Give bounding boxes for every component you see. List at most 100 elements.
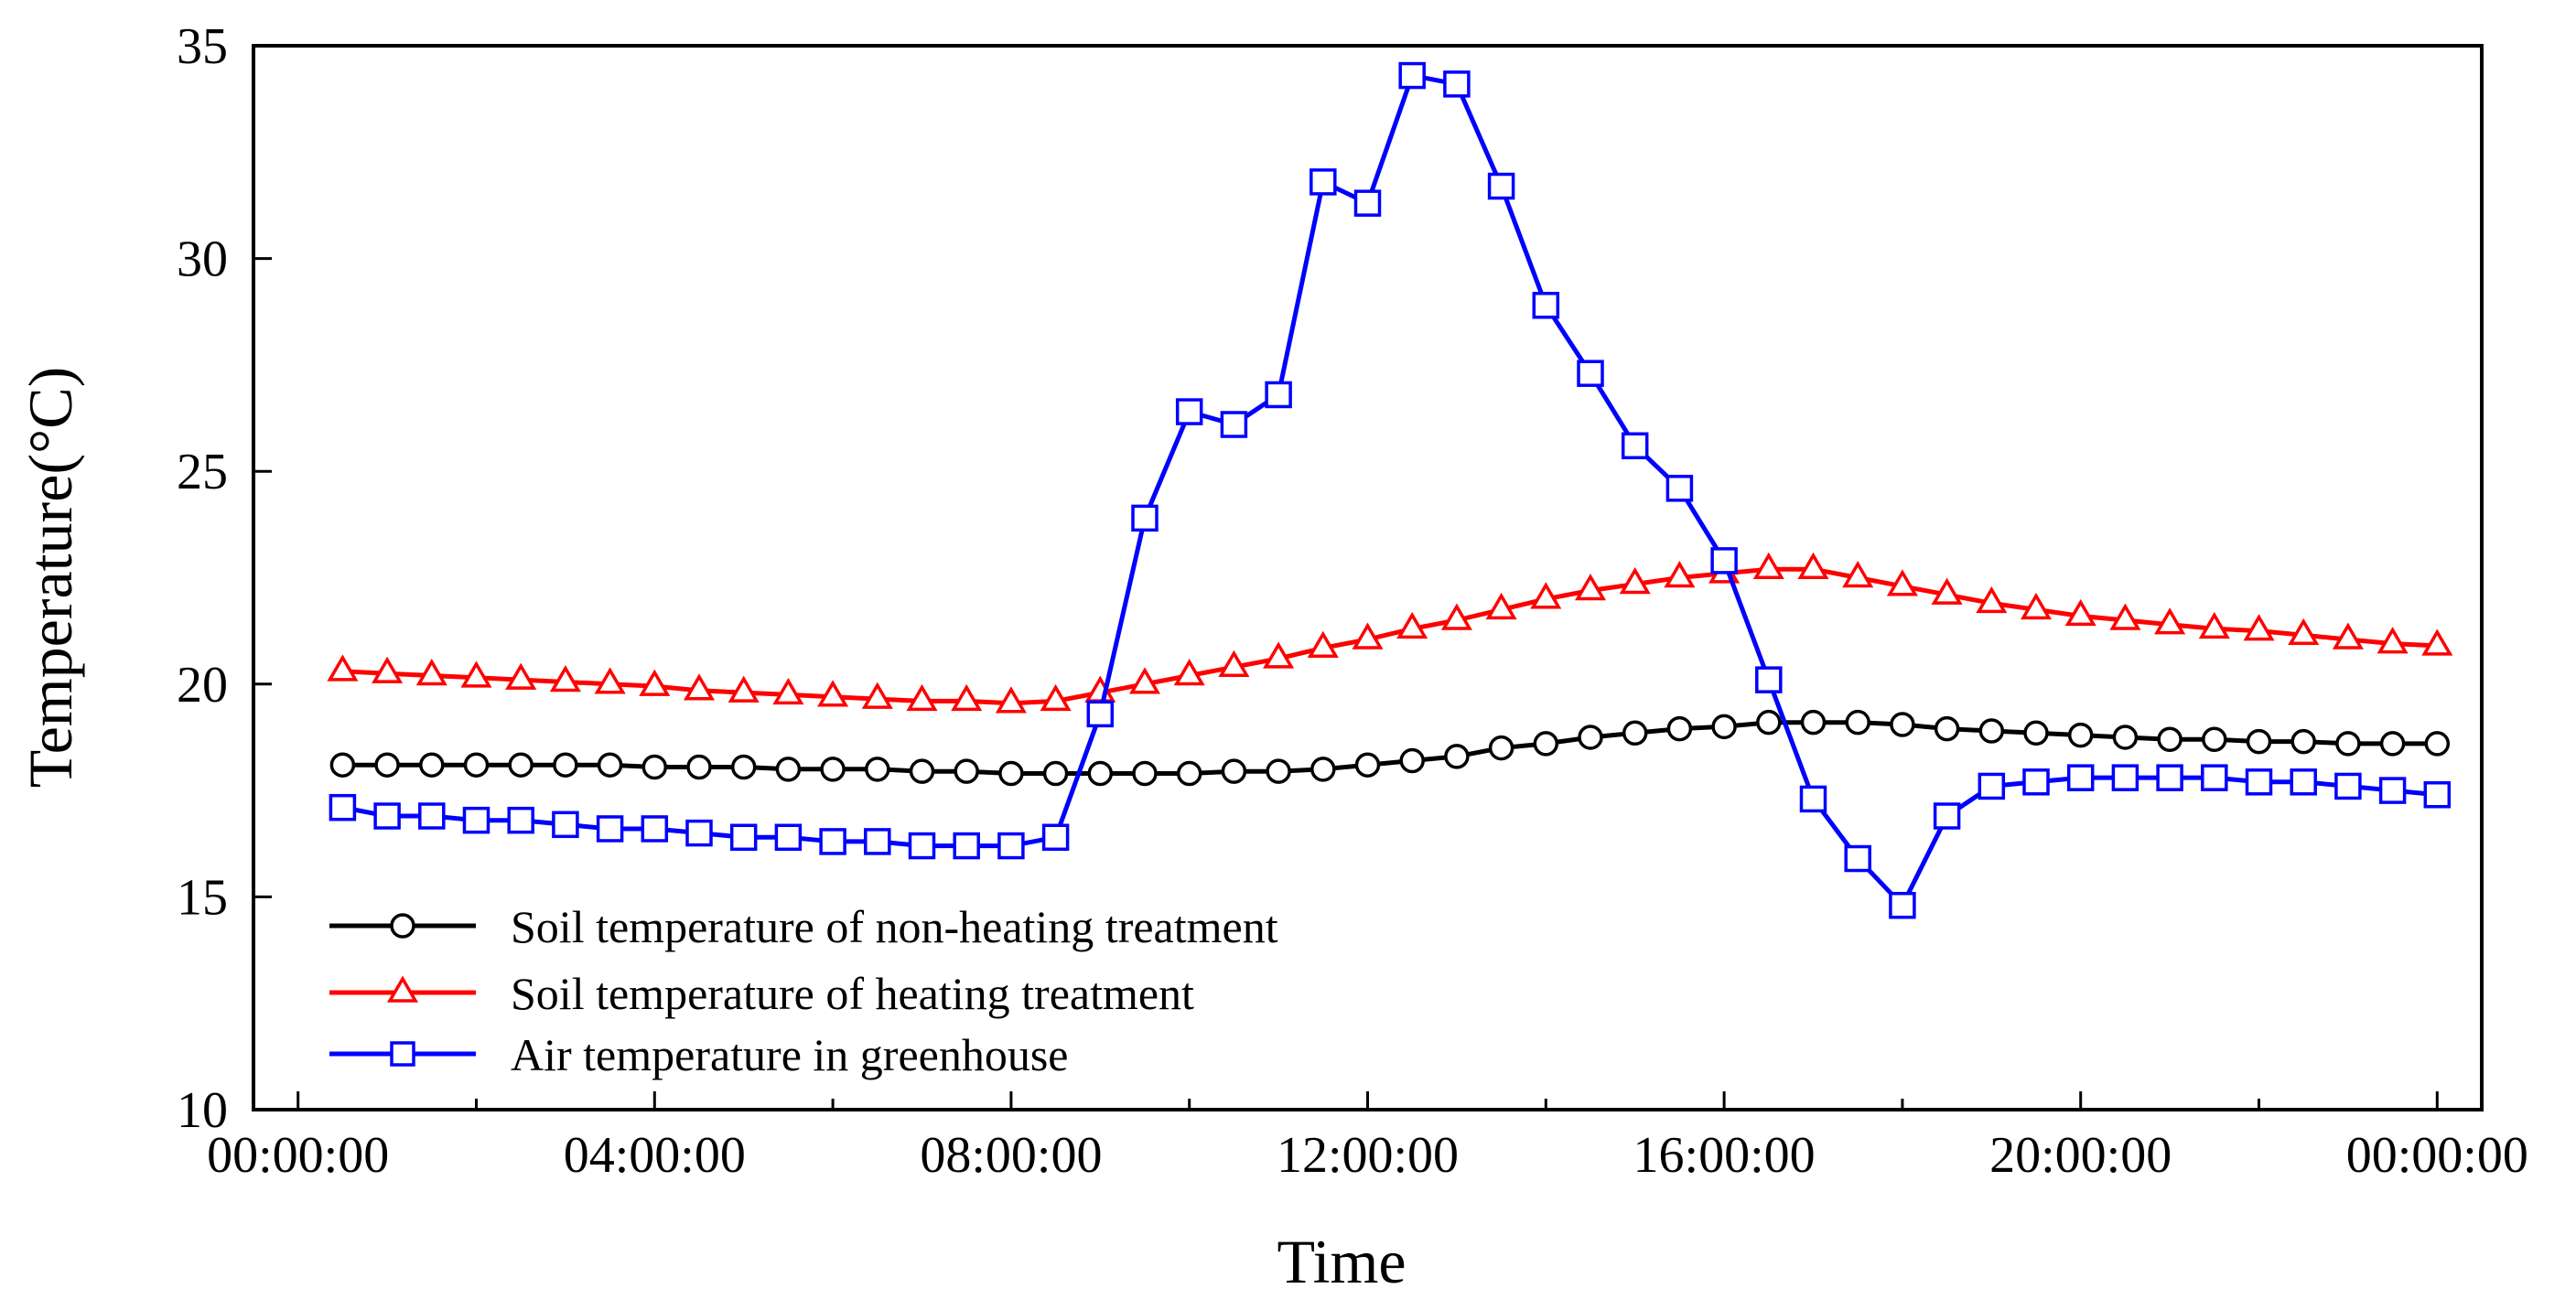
data-point — [686, 754, 712, 780]
data-point — [1890, 712, 1915, 737]
data-point — [1933, 802, 1961, 830]
data-point — [908, 832, 936, 860]
data-point — [2023, 720, 2049, 746]
series-triangle — [327, 552, 2453, 714]
x-tick-label: 08:00:00 — [920, 1127, 1102, 1184]
legend-item-heating: Soil temperature of heating treatment — [329, 968, 1194, 1019]
x-tick-label: 12:00:00 — [1277, 1127, 1459, 1184]
data-point — [2378, 777, 2407, 804]
series-layer — [327, 61, 2453, 919]
legend-label-non-heating: Soil temperature of non-heating treatmen… — [511, 901, 1278, 952]
data-point — [1664, 561, 1696, 588]
data-point — [462, 806, 490, 834]
data-point — [1619, 567, 1651, 595]
data-point — [685, 819, 713, 847]
x-tick-label: 00:00:00 — [2346, 1127, 2528, 1184]
data-point — [1799, 785, 1827, 813]
data-point — [2156, 764, 2183, 791]
data-point — [329, 793, 357, 821]
x-tick-label: 04:00:00 — [564, 1127, 746, 1184]
data-point — [1352, 622, 1384, 650]
data-point — [552, 811, 579, 839]
data-point — [2201, 764, 2228, 791]
data-point — [819, 828, 846, 855]
data-point — [1665, 475, 1694, 502]
series-square — [329, 61, 2452, 919]
legend: Soil temperature of non-heating treatmen… — [329, 901, 1278, 1080]
data-point — [1621, 432, 1649, 460]
data-point — [2066, 764, 2095, 791]
legend-marker-heating — [386, 975, 419, 1003]
data-point — [774, 823, 803, 852]
data-point — [2290, 728, 2316, 755]
data-point — [641, 754, 668, 780]
data-point — [372, 656, 404, 683]
data-point — [2020, 592, 2053, 620]
data-point — [1752, 552, 1784, 579]
data-point — [1396, 611, 1428, 639]
data-point — [2154, 607, 2186, 635]
data-point — [594, 667, 626, 694]
data-point — [1040, 683, 1072, 712]
series-circle — [329, 709, 2451, 787]
data-point — [729, 823, 758, 852]
data-point — [1440, 603, 1472, 630]
data-point — [1221, 758, 1247, 784]
data-point — [2423, 781, 2452, 809]
data-point — [329, 752, 356, 778]
data-point — [1532, 292, 1560, 319]
data-point — [997, 832, 1025, 860]
axis-ticks: 10 15 20 25 30 35 00:00:00 04:00:00 08:00:00 12:0… — [177, 18, 2528, 1184]
data-point — [460, 660, 492, 688]
data-point — [507, 806, 534, 834]
data-point — [2332, 622, 2364, 650]
data-point — [2112, 725, 2139, 750]
data-point — [1978, 772, 2006, 800]
data-point — [1353, 189, 1382, 217]
data-point — [1845, 709, 1870, 736]
data-point — [2288, 617, 2320, 646]
data-point — [1797, 552, 1829, 579]
data-point — [1844, 844, 1871, 873]
data-point — [1444, 744, 1470, 769]
data-point — [419, 752, 445, 778]
data-point — [1266, 758, 1291, 784]
legend-label-heating: Soil temperature of heating treatment — [511, 968, 1194, 1019]
data-point — [728, 675, 760, 703]
data-point — [1710, 547, 1738, 574]
data-point — [1976, 585, 2008, 614]
data-point — [817, 680, 849, 707]
data-point — [1842, 561, 1874, 588]
data-point — [954, 758, 979, 784]
data-point — [951, 683, 983, 712]
data-point — [1488, 735, 1514, 761]
data-point — [1755, 666, 1783, 693]
data-point — [1131, 504, 1159, 532]
data-point — [463, 752, 490, 778]
data-point — [549, 665, 581, 693]
data-point — [2067, 722, 2094, 748]
data-point — [1310, 757, 1336, 782]
data-point — [1354, 752, 1381, 778]
data-point — [374, 752, 400, 778]
data-point — [1128, 667, 1161, 694]
data-point — [2111, 764, 2139, 791]
data-point — [1934, 715, 1960, 742]
data-point — [906, 683, 938, 712]
data-point — [1041, 823, 1070, 852]
y-tick-label: 10 — [177, 1082, 228, 1139]
data-point — [2335, 731, 2361, 757]
data-point — [418, 802, 446, 830]
data-point — [909, 758, 935, 784]
data-point — [2109, 603, 2141, 630]
data-point — [1398, 61, 1426, 90]
legend-label-air: Air temperature in greenhouse — [511, 1029, 1068, 1080]
data-point — [1263, 641, 1295, 669]
data-point — [2379, 731, 2406, 757]
data-point — [1175, 398, 1203, 425]
data-point — [415, 659, 447, 686]
data-point — [820, 757, 846, 782]
data-point — [596, 815, 624, 843]
y-tick-label: 30 — [177, 231, 228, 288]
data-point — [641, 815, 669, 843]
